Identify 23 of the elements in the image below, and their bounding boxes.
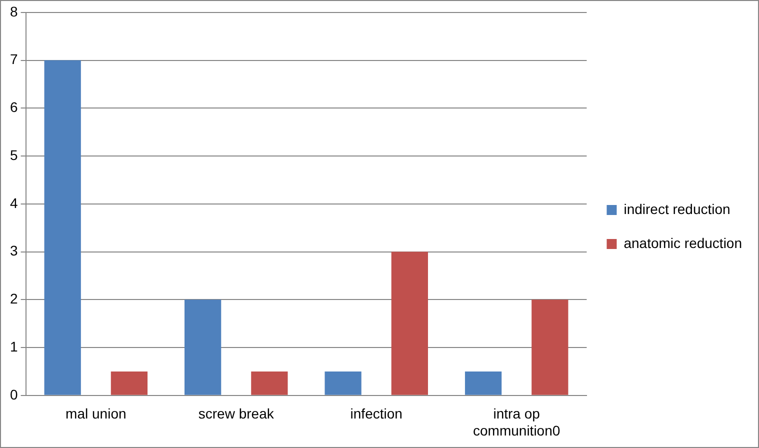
bar bbox=[532, 300, 568, 395]
bar bbox=[110, 371, 148, 395]
y-tick-label: 0 bbox=[10, 386, 18, 402]
y-tick-label: 5 bbox=[10, 146, 18, 163]
y-tick-label: 3 bbox=[10, 242, 18, 259]
bar bbox=[391, 252, 428, 395]
bar bbox=[44, 60, 81, 395]
x-tick-label: mal union bbox=[66, 406, 126, 422]
y-tick-label: 7 bbox=[10, 51, 18, 68]
bar bbox=[324, 371, 362, 395]
x-tick-label: intra op communition0 bbox=[473, 406, 560, 438]
legend-label: indirect reduction bbox=[624, 200, 730, 217]
x-tick-label: screw break bbox=[198, 406, 275, 422]
x-tick-label: infection bbox=[350, 406, 402, 422]
bar bbox=[464, 371, 502, 395]
y-tick-label: 2 bbox=[10, 290, 18, 307]
bar bbox=[184, 300, 222, 395]
bar bbox=[251, 371, 288, 395]
y-tick-label: 1 bbox=[10, 338, 18, 354]
legend-label: anatomic reduction bbox=[624, 234, 742, 251]
y-tick-label: 6 bbox=[10, 99, 18, 116]
y-tick-label: 8 bbox=[10, 3, 18, 20]
y-tick-label: 4 bbox=[10, 194, 18, 211]
